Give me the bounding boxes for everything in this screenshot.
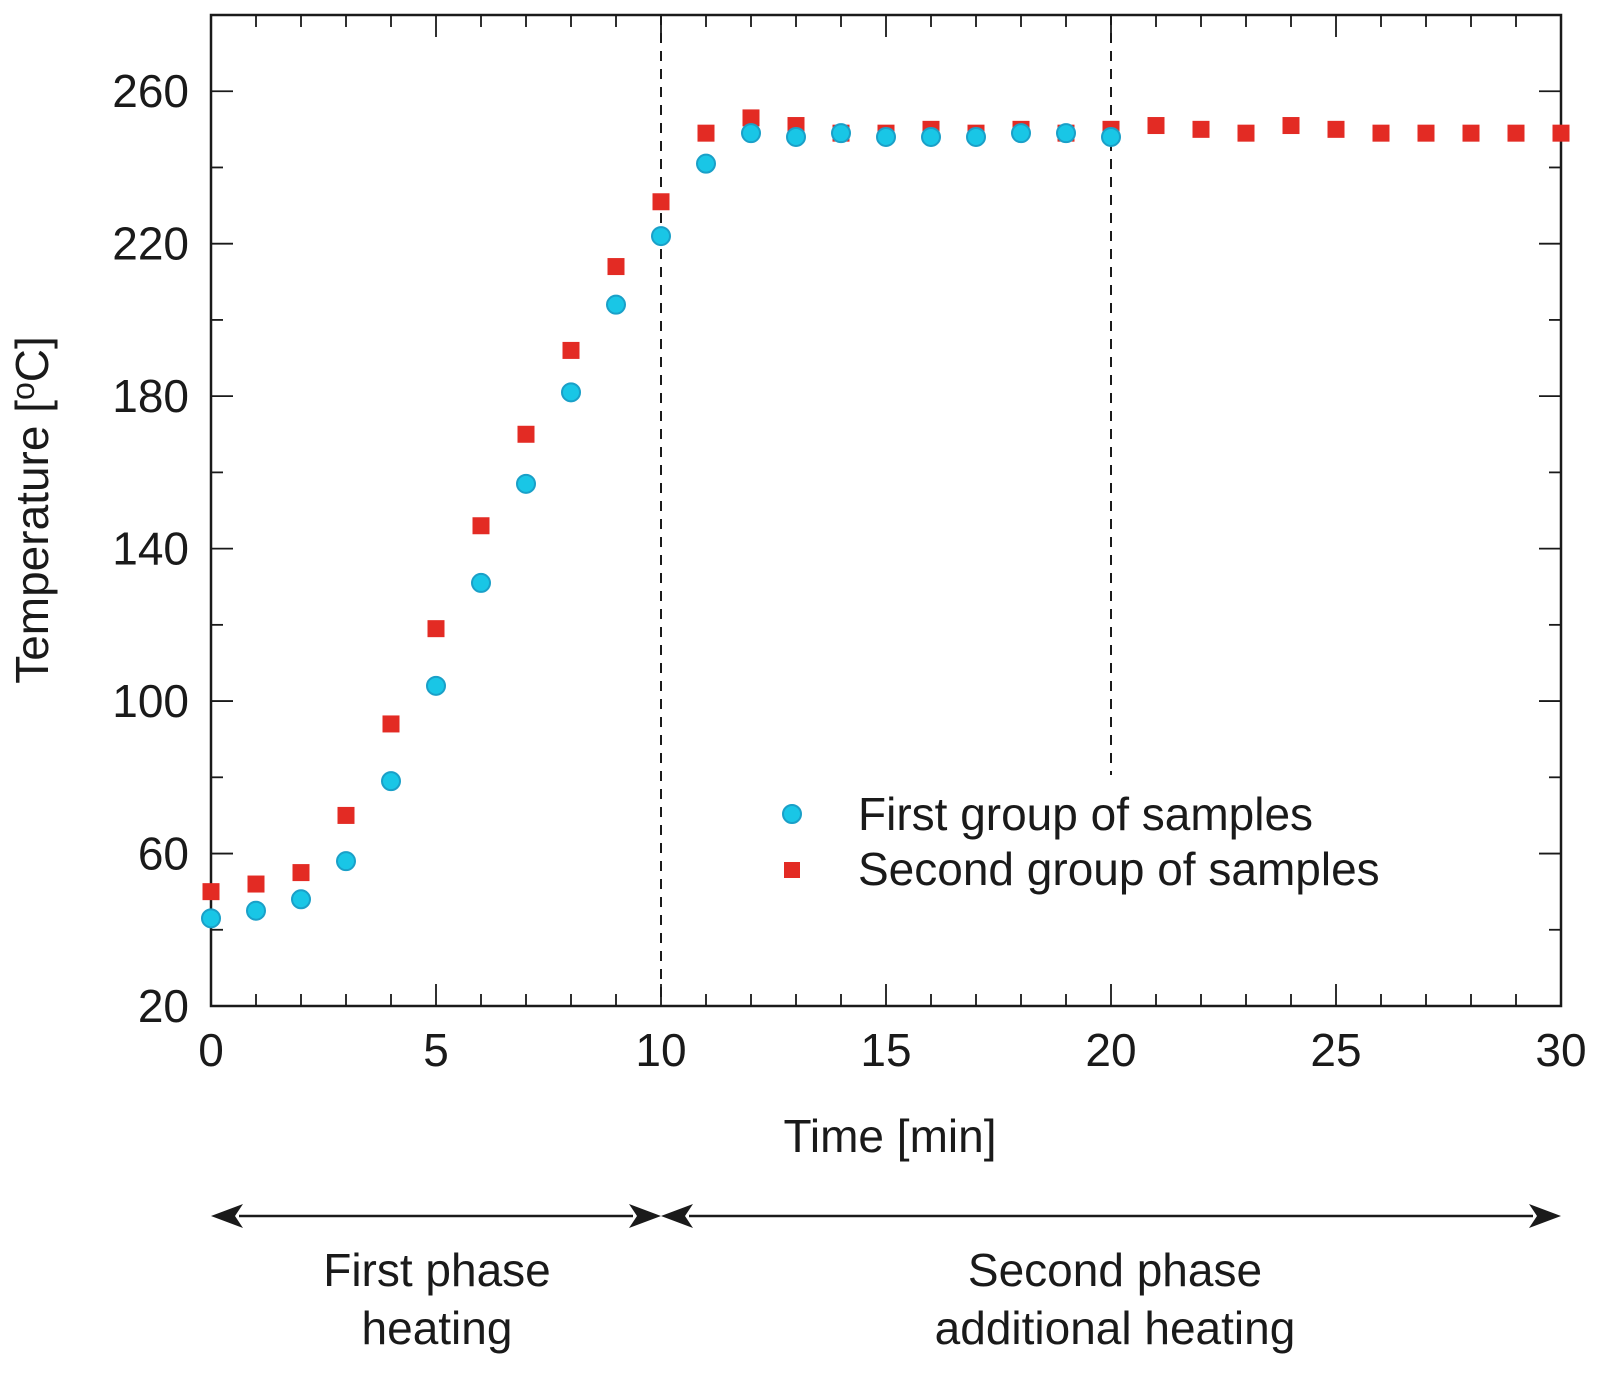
phase-2-arrow-head-left (661, 1204, 693, 1228)
data-point-first-group (246, 900, 266, 921)
legend-marker-first-group (782, 804, 802, 824)
x-tick-label: 30 (1535, 1024, 1586, 1076)
phase-2-label-line2: additional heating (935, 1302, 1296, 1354)
data-point-first-group (1056, 123, 1076, 144)
x-tick-label: 5 (423, 1024, 449, 1076)
x-tick-label: 20 (1085, 1024, 1136, 1076)
phase-1-arrow-head-right (629, 1204, 661, 1228)
data-point-first-group (1011, 123, 1031, 144)
phase-1-label-line1: First phase (323, 1244, 551, 1296)
x-tick-label: 25 (1310, 1024, 1361, 1076)
data-point-second-group (742, 109, 760, 127)
data-point-second-group (697, 124, 715, 142)
phase-arrows (211, 1204, 1561, 1228)
phase-2-label-line1: Second phase (968, 1244, 1262, 1296)
data-point-first-group (291, 889, 311, 910)
legend: First group of samples Second group of s… (760, 775, 1480, 915)
data-point-first-group (606, 294, 626, 315)
data-point-second-group (427, 620, 445, 638)
data-point-second-group (562, 341, 580, 359)
data-point-second-group (1237, 124, 1255, 142)
data-point-second-group (292, 864, 310, 882)
data-point-second-group (1507, 124, 1525, 142)
phase-labels: First phase heating Second phase additio… (323, 1244, 1295, 1354)
data-point-second-group (1147, 117, 1165, 135)
y-tick-label: 60 (138, 828, 189, 880)
y-tick-label: 140 (112, 523, 189, 575)
x-tick-label: 15 (860, 1024, 911, 1076)
data-point-first-group (381, 771, 401, 792)
data-point-second-group (1462, 124, 1480, 142)
y-axis-title-prefix: Temperature [ (6, 400, 58, 684)
data-point-first-group (741, 123, 761, 144)
data-point-second-group (1282, 117, 1300, 135)
phase-2-arrow-head-right (1529, 1204, 1561, 1228)
data-points (201, 109, 1570, 929)
legend-background (760, 775, 1480, 915)
data-point-first-group (696, 153, 716, 174)
data-point-first-group (966, 126, 986, 147)
data-point-second-group (247, 875, 265, 893)
phase-1-arrow-head-left (211, 1204, 243, 1228)
x-axis-title: Time [min] (784, 1110, 997, 1162)
phase-markers (660, 15, 1112, 1006)
y-tick-label: 260 (112, 65, 189, 117)
data-point-first-group (201, 908, 221, 929)
data-point-second-group (382, 715, 400, 733)
data-point-second-group (472, 517, 490, 535)
y-tick-label: 100 (112, 675, 189, 727)
data-point-first-group (426, 675, 446, 696)
data-point-second-group (1192, 120, 1210, 138)
data-point-first-group (336, 851, 356, 872)
y-axis-title: Temperature [oC] (5, 336, 58, 684)
data-point-first-group (561, 382, 581, 403)
data-point-second-group (1372, 124, 1390, 142)
x-tick-label: 0 (198, 1024, 224, 1076)
y-tick-label: 220 (112, 218, 189, 270)
data-point-second-group (517, 425, 535, 443)
y-tick-label: 180 (112, 370, 189, 422)
data-point-first-group (786, 126, 806, 147)
data-point-first-group (471, 572, 491, 593)
data-point-first-group (516, 473, 536, 494)
legend-label-first-group: First group of samples (858, 788, 1313, 840)
x-tick-label: 10 (635, 1024, 686, 1076)
data-point-second-group (652, 193, 670, 211)
data-point-first-group (876, 126, 896, 147)
data-point-first-group (1101, 126, 1121, 147)
legend-label-second-group: Second group of samples (858, 843, 1380, 895)
data-point-first-group (651, 226, 671, 247)
y-axis-title-suffix: C] (6, 336, 58, 382)
y-tick-label: 20 (138, 980, 189, 1032)
legend-marker-second-group (784, 862, 800, 878)
data-point-second-group (1327, 120, 1345, 138)
data-point-first-group (921, 126, 941, 147)
data-point-first-group (831, 123, 851, 144)
axes-layer: 0 5 10 15 20 25 30 20 60 100 140 180 220 260 (112, 13, 1587, 1076)
data-point-second-group (607, 258, 625, 276)
phase-1-label-line2: heating (362, 1302, 513, 1354)
data-point-second-group (202, 883, 220, 901)
data-point-second-group (1552, 124, 1570, 142)
data-point-second-group (1417, 124, 1435, 142)
y-axis-title-superscript: o (5, 382, 41, 400)
data-point-second-group (337, 806, 355, 824)
